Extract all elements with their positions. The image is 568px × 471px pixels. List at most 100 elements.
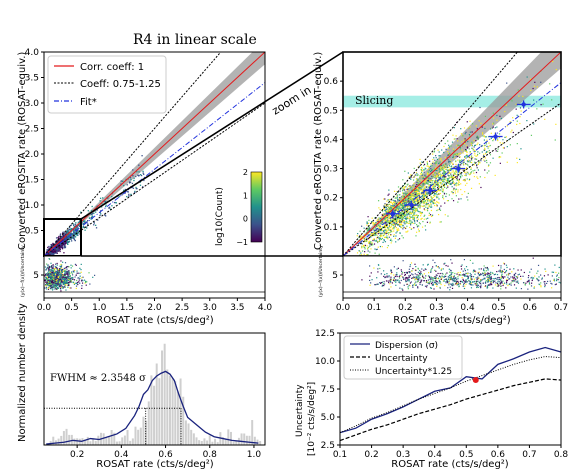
zoom-scatter-point — [414, 214, 416, 217]
zoom-scatter-point — [417, 215, 419, 217]
zoom-scatter-point — [526, 120, 528, 122]
zoom-scatter-point — [402, 179, 404, 181]
residual-point — [75, 264, 77, 266]
zoom-scatter-point — [436, 192, 438, 194]
zoom-scatter-point — [461, 162, 463, 165]
residual-point — [54, 277, 56, 279]
zoom-scatter-point — [476, 163, 478, 166]
zoom-scatter-point — [408, 221, 410, 223]
zoom-scatter-point — [439, 183, 442, 185]
scatter-point — [114, 201, 116, 204]
zoom-scatter-point — [433, 184, 435, 186]
zoom-scatter-point — [396, 210, 399, 213]
zoom-scatter-point — [418, 192, 420, 195]
zoom-scatter-point — [410, 213, 412, 215]
zoom-scatter-point — [448, 153, 450, 155]
zoom-scatter-point — [423, 203, 425, 205]
zoom-scatter-point — [403, 204, 405, 207]
scatter-point — [75, 229, 77, 231]
zoom-scatter-point — [416, 220, 418, 222]
zoom-scatter-point — [435, 190, 438, 192]
zoom-scatter-point — [443, 185, 445, 187]
zoom-scatter-point — [405, 210, 407, 212]
zoom-scatter-point — [438, 186, 440, 188]
zoom-scatter-point — [388, 224, 391, 226]
main-y-tick-label: 2.5 — [25, 125, 39, 135]
zoom-scatter-point — [409, 224, 412, 226]
zoom-scatter-point — [432, 174, 434, 176]
zoom-scatter-point — [370, 243, 372, 245]
zoom-scatter-point — [380, 230, 382, 232]
zoom-scatter-point — [436, 174, 438, 176]
zoom-scatter-point — [430, 203, 432, 205]
residual-point — [77, 281, 79, 284]
zoom-scatter-point — [403, 219, 405, 222]
residual-point — [60, 288, 62, 290]
residual-point — [70, 267, 72, 269]
zoom-scatter-point — [387, 221, 390, 223]
zoom-scatter-point — [428, 193, 430, 195]
zoom-scatter-point — [425, 198, 428, 200]
zoom-scatter-point — [436, 200, 438, 203]
zoom-scatter-point — [411, 212, 413, 214]
residual-point — [50, 275, 52, 278]
zoom-scatter-point — [467, 192, 469, 195]
residual-point — [50, 286, 52, 288]
zoom-scatter-point — [410, 174, 412, 176]
residual-point — [52, 272, 55, 275]
zoom-scatter-point — [379, 208, 381, 211]
zoom-scatter-point — [447, 166, 450, 168]
zoom-scatter-point — [411, 208, 413, 211]
scatter-point — [63, 247, 66, 249]
zoom-scatter-point — [482, 135, 484, 137]
zoom-scatter-point — [428, 166, 430, 169]
zoom-scatter-point — [382, 241, 384, 243]
zoom-scatter-point — [423, 197, 425, 200]
zoom-scatter-point — [429, 221, 431, 223]
zoom-scatter-point — [426, 221, 429, 223]
zoom-scatter-point — [450, 191, 453, 193]
scatter-point — [74, 236, 77, 238]
zoom-scatter-point — [457, 189, 459, 191]
zoom-scatter-point — [426, 191, 428, 193]
zoom-scatter-point — [416, 208, 418, 210]
scatter-point — [59, 237, 61, 240]
zoom-scatter-point — [410, 193, 412, 195]
scatter-point — [129, 177, 132, 179]
zoom-scatter-point — [401, 216, 403, 218]
zoom-scatter-point — [462, 135, 464, 137]
scatter-point — [87, 210, 89, 212]
zoom-scatter-point — [364, 240, 366, 243]
zoom-scatter-point — [416, 226, 419, 228]
legend-label-fit: Fit* — [80, 97, 97, 108]
zoom-scatter-point — [504, 136, 506, 139]
main-y-label: Converted eROSITA rate (ROSAT-equiv.) — [17, 52, 28, 250]
zoom-scatter-point — [484, 169, 486, 171]
scatter-point — [62, 231, 64, 233]
zoom-scatter-point — [423, 177, 425, 179]
zoom-scatter-point — [406, 225, 408, 227]
zoom-scatter-point — [414, 201, 416, 203]
zoom-scatter-point — [406, 208, 408, 210]
residual-point — [56, 264, 58, 266]
colorbar-label: log10(Count) — [215, 187, 225, 246]
zoom-scatter-point — [417, 166, 419, 168]
zoom-scatter-point — [375, 234, 377, 236]
zoom-scatter-point — [364, 248, 366, 250]
zoom-scatter-point — [416, 174, 418, 177]
zoom-scatter-point — [435, 157, 437, 159]
zoom-scatter-point — [459, 176, 462, 178]
zoom-scatter-point — [402, 217, 405, 219]
zoom-scatter-point — [399, 217, 401, 220]
zoom-scatter-point — [402, 197, 404, 199]
residual-point — [57, 269, 60, 271]
zoom-scatter-point — [409, 187, 411, 189]
zoom-scatter-point — [388, 211, 391, 213]
zoom-scatter-point — [488, 149, 490, 152]
zoom-scatter-point — [367, 248, 369, 250]
zoom-scatter-point — [393, 235, 395, 237]
zoom-scatter-point — [394, 209, 396, 211]
zoom-scatter-point — [412, 176, 414, 179]
zoom-scatter-point — [470, 142, 472, 144]
zoom-scatter-point — [367, 254, 369, 256]
